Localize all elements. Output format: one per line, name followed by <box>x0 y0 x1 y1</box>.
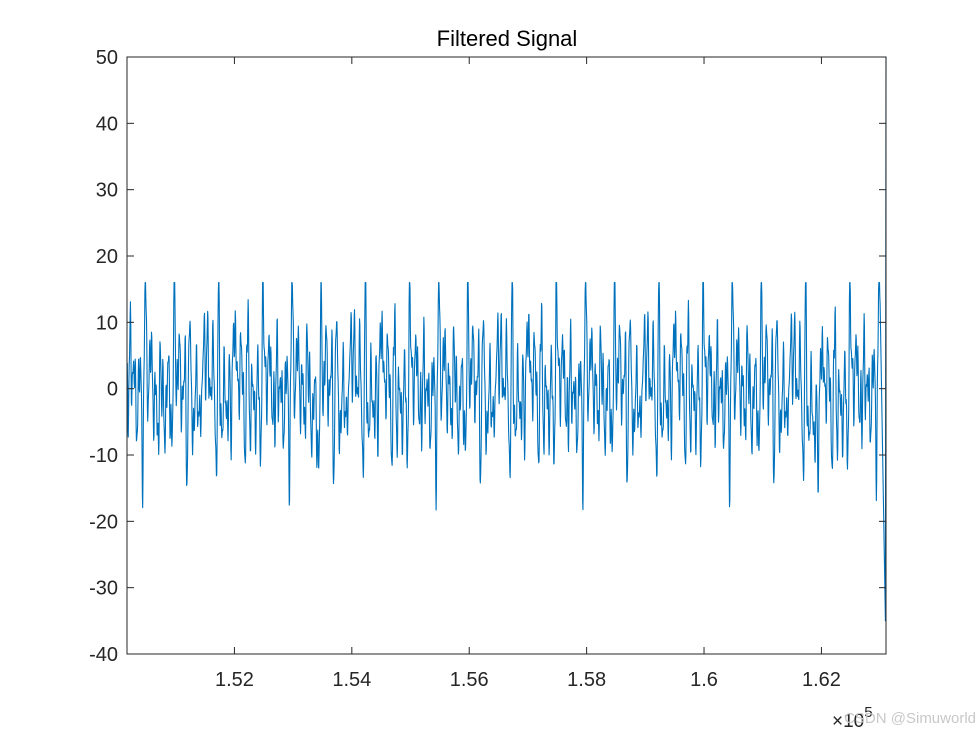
x-axis-ticks: 1.52 1.54 1.56 1.58 1.6 1.62 <box>215 57 841 691</box>
y-tick-label: 30 <box>96 180 118 202</box>
y-axis-ticks: -40 -30 -20 -10 0 10 20 30 40 50 <box>89 47 886 666</box>
signal-line <box>126 56 887 622</box>
y-tick-label: 20 <box>96 246 118 268</box>
x-axis-exponent: ×105 <box>832 704 873 732</box>
x-tick-label: 1.52 <box>215 669 254 691</box>
x-tick-label: 1.6 <box>690 669 718 691</box>
watermark: CSDN @Simuworld <box>844 710 976 727</box>
y-tick-label: -40 <box>89 644 118 666</box>
x-tick-label: 1.58 <box>567 669 606 691</box>
chart-title: Filtered Signal <box>437 26 578 51</box>
y-tick-label: 10 <box>96 312 118 334</box>
y-tick-label: 0 <box>107 379 118 401</box>
y-tick-label: -20 <box>89 511 118 533</box>
signal-layer <box>126 56 887 622</box>
y-tick-label: 50 <box>96 47 118 69</box>
axes-box <box>126 56 887 655</box>
y-tick-label: -10 <box>89 445 118 467</box>
x-tick-label: 1.54 <box>332 669 371 691</box>
y-tick-label: 40 <box>96 113 118 135</box>
x-tick-label: 1.62 <box>802 669 841 691</box>
x-tick-label: 1.56 <box>450 669 489 691</box>
y-tick-label: -30 <box>89 578 118 600</box>
